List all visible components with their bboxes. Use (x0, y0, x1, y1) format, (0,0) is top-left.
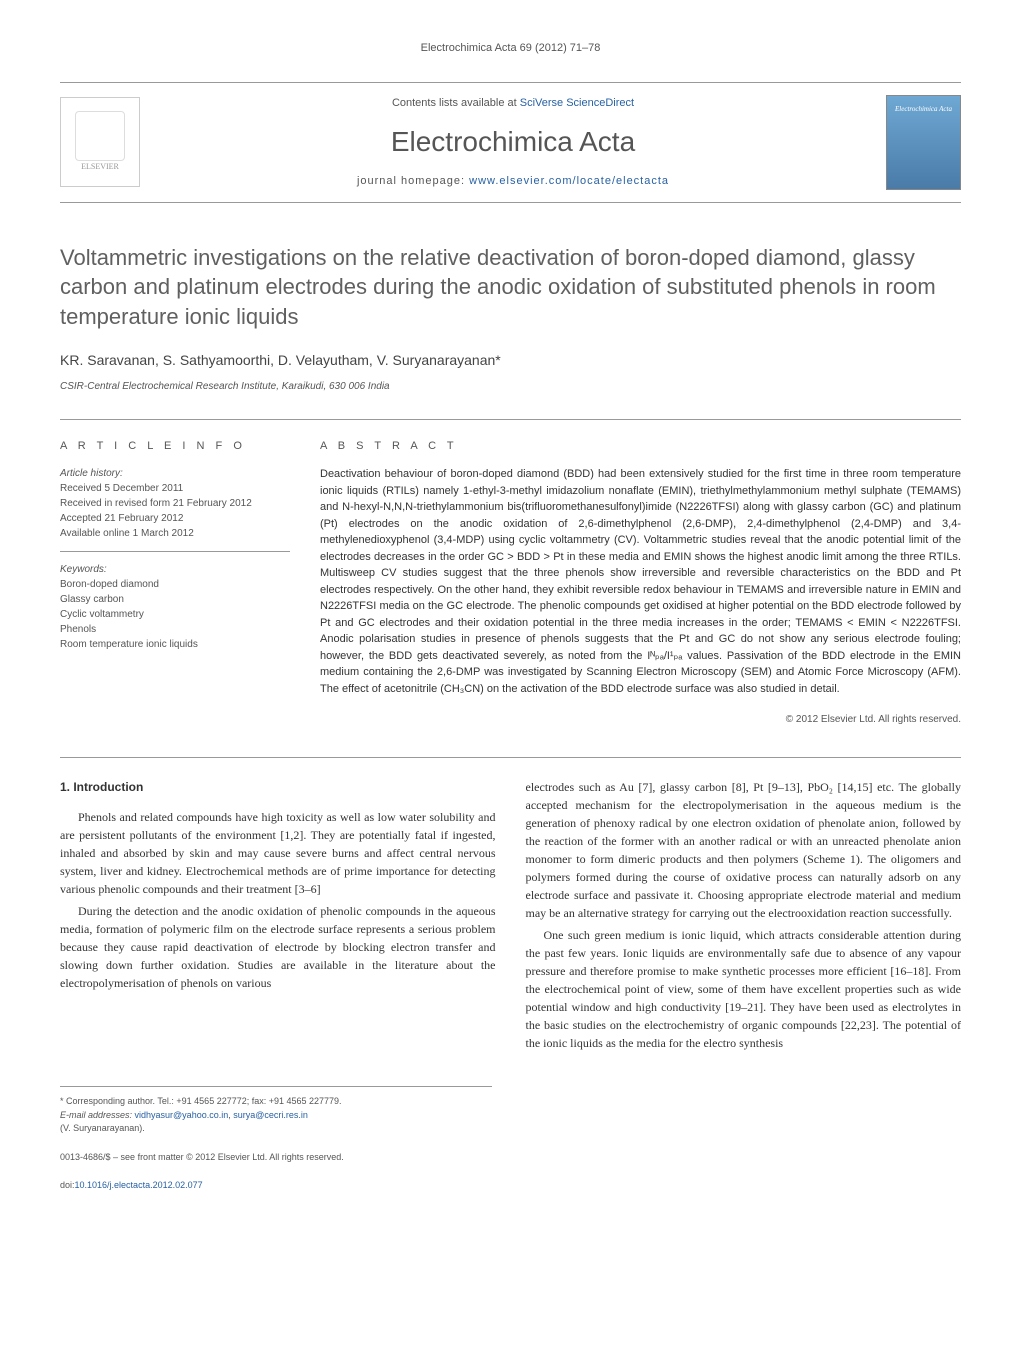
journal-citation: Electrochimica Acta 69 (2012) 71–78 (60, 40, 961, 57)
sciencedirect-link[interactable]: SciVerse ScienceDirect (520, 97, 634, 109)
keyword-2: Glassy carbon (60, 592, 290, 607)
intro-para-3: electrodes such as Au [7], glassy carbon… (526, 778, 962, 922)
intro-para-1: Phenols and related compounds have high … (60, 808, 496, 898)
journal-homepage-link[interactable]: www.elsevier.com/locate/electacta (469, 175, 669, 187)
doi-link[interactable]: 10.1016/j.electacta.2012.02.077 (75, 1180, 203, 1190)
history-received: Received 5 December 2011 (60, 481, 290, 496)
email-link-1[interactable]: vidhyasur@yahoo.co.in (135, 1110, 229, 1120)
elsevier-logo: ELSEVIER (60, 97, 140, 187)
article-info-column: A R T I C L E I N F O Article history: R… (60, 438, 290, 728)
intro-para-4: One such green medium is ionic liquid, w… (526, 926, 962, 1052)
history-online: Available online 1 March 2012 (60, 526, 290, 541)
journal-homepage-line: journal homepage: www.elsevier.com/locat… (160, 173, 866, 190)
body-right-column: electrodes such as Au [7], glassy carbon… (526, 778, 962, 1056)
homepage-prefix: journal homepage: (357, 175, 469, 187)
abstract-text: Deactivation behaviour of boron-doped di… (320, 466, 961, 697)
email-label: E-mail addresses: (60, 1110, 135, 1120)
header-center: Contents lists available at SciVerse Sci… (140, 95, 886, 190)
email-link-2[interactable]: surya@cecri.res.in (233, 1110, 308, 1120)
journal-cover-thumbnail: Electrochimica Acta (886, 95, 961, 190)
cover-title-text: Electrochimica Acta (895, 104, 952, 115)
info-abstract-row: A R T I C L E I N F O Article history: R… (60, 419, 961, 728)
footer-issn-line: 0013-4686/$ – see front matter © 2012 El… (60, 1151, 961, 1165)
history-revised: Received in revised form 21 February 201… (60, 496, 290, 511)
elsevier-tree-icon (75, 111, 125, 161)
body-left-column: 1. Introduction Phenols and related comp… (60, 778, 496, 1056)
affiliation: CSIR-Central Electrochemical Research In… (60, 379, 961, 394)
contents-available-line: Contents lists available at SciVerse Sci… (160, 95, 866, 112)
keyword-4: Phenols (60, 622, 290, 637)
abstract-heading: A B S T R A C T (320, 438, 961, 455)
keywords-label: Keywords: (60, 562, 290, 577)
keyword-3: Cyclic voltammetry (60, 607, 290, 622)
author-list: KR. Saravanan, S. Sathyamoorthi, D. Vela… (60, 350, 961, 371)
doi-label: doi: (60, 1180, 75, 1190)
keyword-1: Boron-doped diamond (60, 577, 290, 592)
email-line: E-mail addresses: vidhyasur@yahoo.co.in,… (60, 1109, 492, 1123)
article-history-block: Article history: Received 5 December 201… (60, 466, 290, 552)
history-accepted: Accepted 21 February 2012 (60, 511, 290, 526)
corresponding-marker: * (495, 352, 500, 368)
history-label: Article history: (60, 466, 290, 481)
corr-author-name: (V. Suryanarayanan). (60, 1122, 492, 1136)
body-two-column: 1. Introduction Phenols and related comp… (60, 757, 961, 1056)
abstract-column: A B S T R A C T Deactivation behaviour o… (320, 438, 961, 728)
section-1-heading: 1. Introduction (60, 778, 496, 796)
journal-name: Electrochimica Acta (160, 121, 866, 163)
elsevier-label: ELSEVIER (81, 161, 119, 173)
article-title: Voltammetric investigations on the relat… (60, 243, 961, 332)
authors-text: KR. Saravanan, S. Sathyamoorthi, D. Vela… (60, 352, 495, 368)
intro-para-2: During the detection and the anodic oxid… (60, 902, 496, 992)
keyword-5: Room temperature ionic liquids (60, 637, 290, 652)
journal-header-box: ELSEVIER Contents lists available at Sci… (60, 82, 961, 203)
article-info-heading: A R T I C L E I N F O (60, 438, 290, 455)
contents-prefix: Contents lists available at (392, 97, 520, 109)
corresponding-author-footnote: * Corresponding author. Tel.: +91 4565 2… (60, 1086, 492, 1136)
abstract-copyright: © 2012 Elsevier Ltd. All rights reserved… (320, 712, 961, 727)
footer-doi-line: doi:10.1016/j.electacta.2012.02.077 (60, 1179, 961, 1193)
corr-author-line: * Corresponding author. Tel.: +91 4565 2… (60, 1095, 492, 1109)
